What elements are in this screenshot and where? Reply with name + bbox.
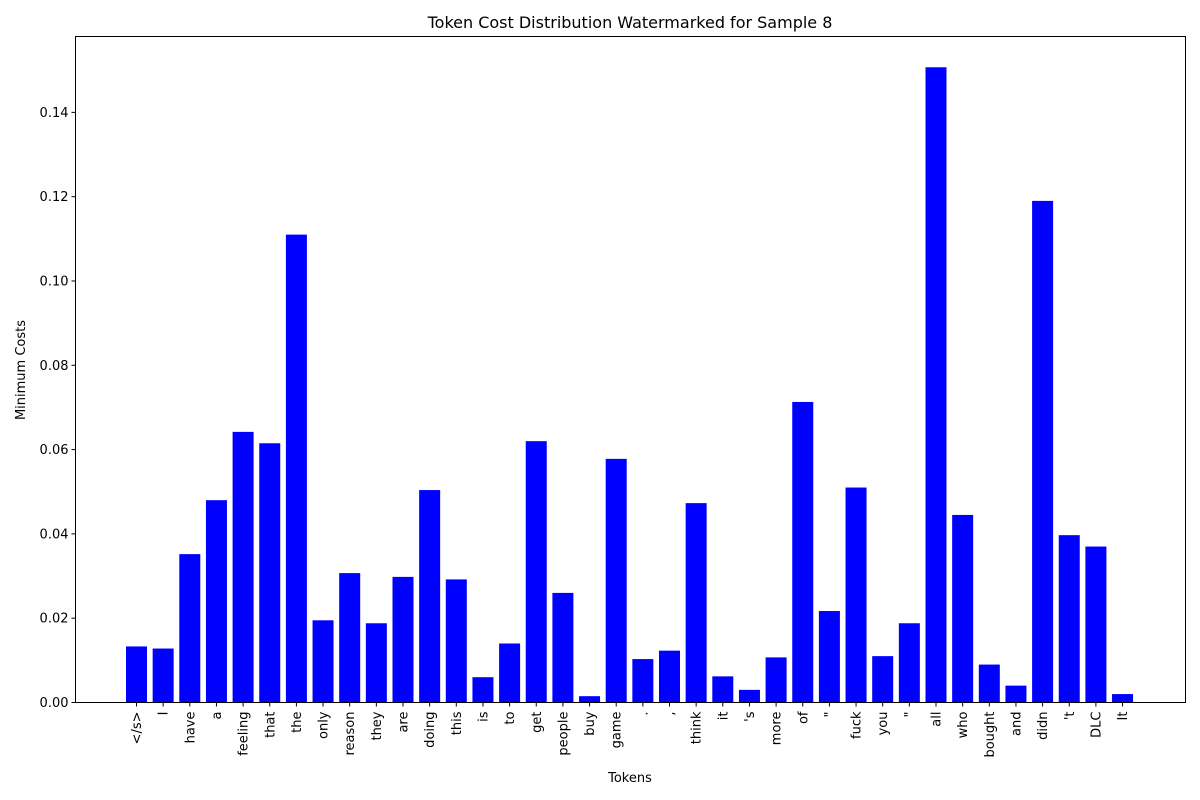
y-axis-label: Minimum Costs [14, 320, 29, 420]
bar [1058, 535, 1080, 703]
bar [205, 500, 227, 703]
bar [1085, 546, 1107, 703]
x-tick-label: I [157, 712, 172, 716]
x-tick-label: of [796, 711, 811, 724]
x-tick-label: , [663, 712, 678, 716]
x-tick-label: game [610, 712, 625, 749]
bar [605, 458, 627, 703]
y-tick-label: 0.08 [40, 359, 69, 374]
bar [152, 648, 174, 703]
x-tick-label: fuck [850, 711, 865, 739]
x-tick-label: " [823, 712, 838, 718]
bar [978, 664, 1000, 703]
bar [419, 490, 441, 703]
x-tick-label: . [636, 712, 651, 716]
y-axis-ticks: 0.00 0.02 0.04 0.06 0.08 0.10 0.12 0.14 [40, 106, 76, 711]
x-tick-label: doing [423, 712, 438, 748]
bar [579, 696, 601, 703]
bar [792, 401, 814, 703]
x-tick-label: you [876, 712, 891, 736]
bar [1112, 694, 1134, 703]
x-tick-label: It [1116, 712, 1131, 721]
x-tick-label: a [210, 712, 225, 720]
x-tick-label: " [903, 712, 918, 718]
bar [872, 656, 894, 703]
bar [179, 554, 201, 703]
bar [925, 67, 947, 703]
bar [232, 431, 254, 703]
bar [365, 623, 387, 703]
bar [552, 592, 574, 703]
chart-title: Token Cost Distribution Watermarked for … [427, 13, 833, 32]
bar [659, 650, 680, 703]
bar [898, 623, 920, 703]
bar [339, 573, 361, 703]
bar [685, 503, 707, 703]
x-tick-label: it [716, 712, 731, 721]
x-tick-label: who [956, 711, 971, 738]
bar [952, 514, 974, 703]
bar [632, 659, 654, 703]
x-tick-label: 't [1063, 712, 1078, 721]
x-tick-label: buy [583, 711, 598, 735]
bar [259, 443, 281, 703]
y-tick-label: 0.02 [40, 612, 69, 627]
x-tick-label: the [290, 712, 305, 733]
x-tick-label: people [556, 712, 571, 756]
bar [392, 576, 414, 703]
plot-area-frame [75, 36, 1186, 703]
x-tick-label: have [183, 712, 198, 744]
bar [445, 579, 467, 703]
x-axis-label: Tokens [607, 771, 652, 786]
x-tick-label: get [530, 712, 545, 733]
x-tick-label: is [476, 711, 491, 722]
bar [472, 677, 494, 703]
x-tick-label: they [370, 711, 385, 740]
x-tick-label: bought [983, 712, 998, 758]
y-tick-label: 0.00 [40, 696, 69, 711]
bars-group [126, 67, 1134, 703]
y-tick-label: 0.10 [40, 274, 69, 289]
bar [1032, 200, 1054, 703]
bar [818, 611, 840, 703]
bar [285, 234, 307, 703]
y-tick-label: 0.12 [40, 190, 69, 205]
bar [738, 689, 760, 703]
x-tick-label: feeling [237, 712, 252, 756]
x-tick-label: DLC [1089, 712, 1104, 738]
bar [1005, 685, 1027, 703]
y-tick-label: 0.14 [40, 106, 69, 121]
x-tick-label: only [317, 711, 332, 739]
bar [765, 657, 787, 703]
x-tick-label: think [690, 711, 705, 744]
x-tick-label: this [450, 711, 465, 735]
x-tick-label: didn [1036, 712, 1051, 740]
x-tick-label: reason [343, 712, 358, 756]
x-tick-label: that [263, 712, 278, 738]
x-tick-label: all [930, 712, 945, 727]
y-tick-label: 0.04 [40, 527, 69, 542]
bar [525, 441, 547, 703]
x-tick-label: and [1009, 712, 1024, 736]
x-tick-label: </s> [130, 712, 145, 745]
x-tick-label: more [770, 712, 785, 746]
y-tick-label: 0.06 [40, 443, 69, 458]
x-tick-label: to [503, 711, 518, 724]
x-tick-label: 's [743, 711, 758, 722]
x-tick-label: are [397, 712, 412, 733]
bar [126, 646, 147, 703]
bar [712, 676, 734, 703]
bar [312, 620, 334, 703]
bar [845, 487, 867, 703]
bar [499, 643, 521, 703]
